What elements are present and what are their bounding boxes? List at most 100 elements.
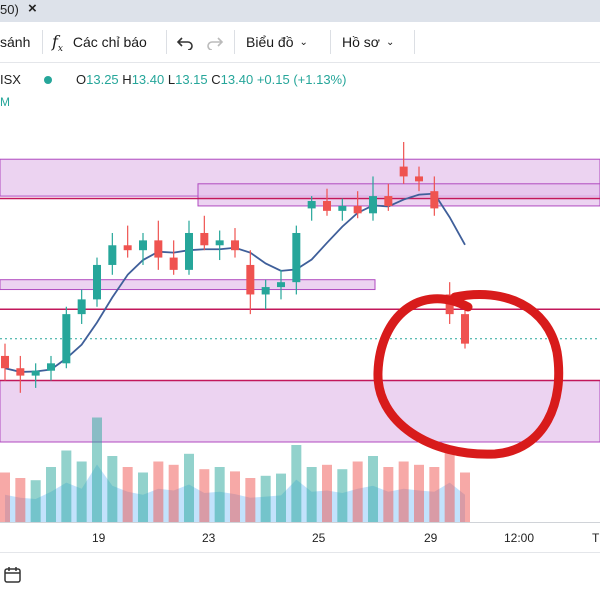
volume-bar (337, 469, 348, 522)
annotation-circle (373, 289, 564, 459)
volume-bar (352, 461, 363, 522)
candle-body (215, 240, 224, 246)
redo-button[interactable] (206, 22, 224, 62)
volume-bar (214, 467, 225, 522)
candle-body (16, 368, 25, 376)
profile-menu[interactable]: Hồ sơ ⌄ (342, 22, 394, 62)
chart-toolbar: sánh fx Các chỉ báo Biểu đồ ⌄ Hồ sơ ⌄ (0, 22, 600, 63)
candle-body (307, 201, 316, 209)
toolbar-divider (414, 30, 415, 54)
volume-bar (230, 471, 240, 522)
candle-body (169, 257, 178, 270)
redo-icon (207, 37, 224, 52)
volume-bar (460, 472, 470, 522)
candle-body (384, 196, 393, 206)
date-range-button[interactable] (2, 565, 24, 590)
candle-body (77, 299, 86, 315)
volume-bar (383, 467, 394, 522)
toolbar-divider (330, 30, 331, 54)
volume-bar (199, 469, 210, 522)
volume-bar (168, 464, 179, 522)
candle-body (62, 314, 71, 364)
bottom-toolbar (0, 552, 600, 601)
candle-body (200, 232, 209, 246)
candle-body (277, 282, 285, 288)
candle-body (292, 232, 301, 283)
price-zone (0, 380, 600, 443)
time-axis[interactable]: 19 23 25 29 12:00 T (0, 522, 600, 553)
volume-bar (368, 456, 378, 522)
candle-body (353, 205, 362, 214)
chart-tab-label[interactable]: 50) (0, 2, 19, 17)
x-tick-label: 12:00 (504, 531, 535, 545)
undo-icon (176, 37, 193, 52)
indicator-label: M (0, 95, 10, 109)
volume-bar (306, 467, 317, 522)
volume-bar (61, 450, 72, 522)
toolbar-divider (42, 30, 43, 54)
candle-body (123, 245, 132, 251)
fx-icon: fx (52, 32, 63, 55)
chevron-down-icon: ⌄ (299, 37, 308, 49)
candle-body (246, 264, 255, 295)
candle-body (338, 205, 347, 211)
market-status-icon (44, 76, 52, 84)
candle-body (399, 166, 408, 177)
price-chart[interactable] (0, 62, 600, 522)
ohlc-legend: ISX O13.25 H13.40 L13.15 C13.40 +0.15 (+… (0, 72, 346, 92)
volume-bar (46, 467, 56, 522)
candle-body (430, 191, 439, 209)
candle-body (139, 240, 147, 251)
indicators-label: Các chỉ báo (72, 34, 147, 50)
price-zone (197, 183, 600, 207)
volume-bar (322, 464, 332, 522)
x-tick-label: 19 (92, 531, 106, 545)
x-tick-label: 29 (424, 531, 438, 545)
volume-bar (107, 456, 118, 522)
candle-body (261, 287, 270, 295)
candle-body (415, 176, 423, 182)
profile-label: Hồ sơ (342, 34, 380, 50)
candle-body (231, 240, 239, 251)
close-value: 13.40 (220, 72, 254, 87)
candle-body (93, 264, 101, 300)
tab-strip: 50) × (0, 0, 600, 22)
volume-bar (291, 445, 302, 522)
low-value: 13.15 (175, 72, 208, 87)
close-label: C (211, 72, 221, 87)
close-tab-icon[interactable]: × (28, 0, 37, 17)
high-label: H (122, 72, 132, 87)
volume-bar (122, 467, 133, 522)
chart-type-label: Biểu đồ (246, 34, 294, 50)
volume-bar (429, 467, 440, 522)
chevron-down-icon: ⌄ (385, 37, 395, 49)
volume-bar (444, 450, 455, 522)
volume-bar (15, 478, 26, 522)
candle-body (1, 355, 9, 369)
volume-bar (92, 417, 102, 522)
volume-bar (184, 453, 194, 522)
volume-bar (414, 464, 424, 522)
volume-bar (76, 461, 87, 522)
candle-body (31, 370, 40, 376)
candle-body (461, 314, 469, 344)
candle-body (154, 240, 163, 258)
x-tick-label: 23 (202, 531, 216, 545)
compare-button[interactable]: sánh (0, 34, 31, 50)
volume-bar (30, 480, 41, 522)
volume-area (5, 464, 465, 522)
open-label: O (76, 72, 87, 87)
x-tick-label: 25 (312, 531, 326, 545)
volume-bar (260, 475, 271, 522)
open-value: 13.25 (86, 72, 119, 87)
candle-body (108, 245, 117, 265)
volume-bar (0, 472, 10, 522)
indicators-button[interactable]: fx Các chỉ báo (52, 22, 147, 62)
volume-bar (398, 461, 409, 522)
symbol-label[interactable]: ISX (0, 72, 21, 87)
candle-body (369, 196, 377, 214)
toolbar-divider (234, 30, 235, 54)
undo-button[interactable] (176, 22, 194, 62)
chart-type-menu[interactable]: Biểu đồ ⌄ (246, 22, 308, 62)
x-tick-label: T (592, 531, 600, 545)
